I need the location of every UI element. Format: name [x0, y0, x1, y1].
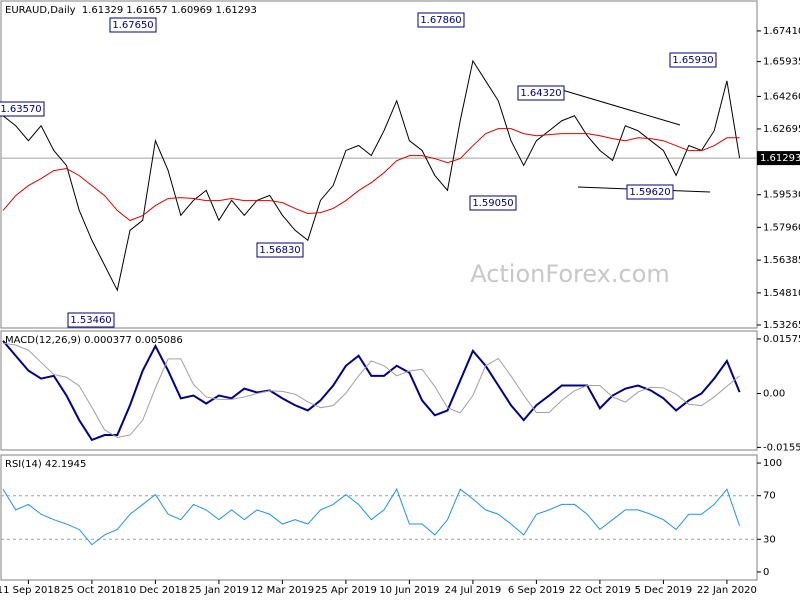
- y-tick-label: 1.67410: [763, 26, 800, 37]
- y-tick-label: 1.62695: [763, 124, 800, 135]
- series-line: [2, 59, 741, 292]
- annotation: 1.63570: [0, 104, 41, 115]
- x-tick-label: 25 Jan 2019: [189, 585, 249, 596]
- current-price-box: [757, 151, 800, 166]
- x-tick-label: 5 Dec 2019: [635, 585, 693, 596]
- x-tick-label: 10 Jun 2019: [379, 585, 439, 596]
- annotation-box: [417, 12, 465, 28]
- panel-title: MACD(12,26,9) 0.000377 0.005086: [5, 335, 183, 346]
- x-tick-label: 25 Oct 2018: [61, 585, 123, 596]
- y-tick-label: 1.53265: [763, 320, 800, 331]
- x-tick-label: 24 Jul 2019: [445, 585, 502, 596]
- x-tick-label: 12 Mar 2019: [251, 585, 314, 596]
- y-tick-label: 1.65935: [763, 57, 800, 68]
- annotation-box: [109, 17, 157, 33]
- x-tick-label: 10 Dec 2018: [123, 585, 187, 596]
- x-tick-label: 25 Apr 2019: [315, 585, 377, 596]
- series-line: [2, 342, 740, 438]
- annotation-box: [626, 184, 674, 200]
- annotation-box: [67, 312, 115, 328]
- annotation: 1.64320: [520, 88, 561, 99]
- x-tick-label: 22 Jan 2020: [697, 585, 757, 596]
- x-tick-label: 11 Sep 2018: [0, 585, 60, 596]
- x-tick-label: 6 Sep 2019: [508, 585, 565, 596]
- y-tick-label: 1.56385: [763, 255, 800, 266]
- y-tick-label: 0.01575: [763, 334, 800, 345]
- annotation: 1.67860: [420, 15, 461, 26]
- annotation: 1.56830: [259, 245, 300, 256]
- y-tick-label: 1.57960: [763, 222, 800, 233]
- y-tick-label: 0.00: [763, 388, 785, 399]
- annotation-box: [669, 52, 717, 68]
- annotation: 1.59050: [472, 198, 513, 209]
- annotation-box: [469, 195, 517, 211]
- series-line: [2, 340, 741, 442]
- y-tick-label: 100: [763, 458, 782, 469]
- watermark: ActionForex.com: [470, 260, 670, 288]
- y-tick-label: 1.64260: [763, 91, 800, 102]
- y-tick-label: 0: [763, 567, 769, 578]
- y-tick-label: 1.54810: [763, 288, 800, 299]
- trendline: [561, 89, 681, 126]
- annotation: 1.67650: [112, 20, 153, 31]
- annotation: 1.59620: [629, 187, 670, 198]
- annotation-box: [256, 242, 304, 258]
- annotation-box: [517, 85, 565, 101]
- series-line: [2, 128, 740, 222]
- x-tick-label: 22 Oct 2019: [569, 585, 631, 596]
- panel-title: EURAUD,Daily 1.61329 1.61657 1.60969 1.6…: [5, 5, 257, 16]
- series-line: [2, 488, 741, 546]
- annotation-box: [0, 101, 45, 117]
- y-tick-label: 1.59530: [763, 190, 800, 201]
- panel-title: RSI(14) 42.1945: [5, 459, 86, 470]
- y-tick-label: 70: [763, 491, 776, 502]
- annotation: 1.53460: [70, 315, 111, 326]
- y-tick-label: 30: [763, 534, 776, 545]
- current-price-label: 1.61293: [760, 153, 800, 164]
- annotation: 1.65930: [672, 55, 713, 66]
- panel-frame: [0, 454, 758, 581]
- panel-frame: [0, 330, 758, 451]
- y-tick-label: -0.015568: [763, 442, 800, 453]
